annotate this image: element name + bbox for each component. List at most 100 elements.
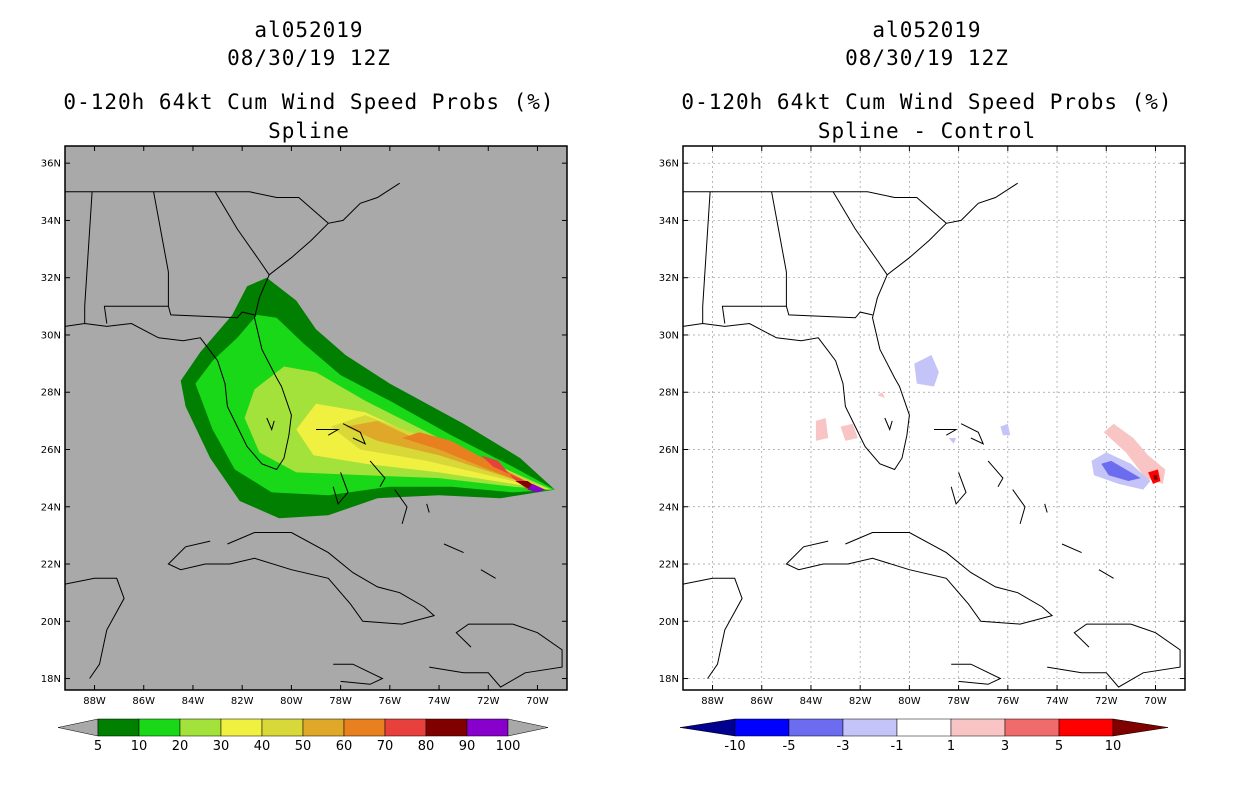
colorbar-swatch <box>302 718 345 737</box>
state-boundary <box>84 191 93 324</box>
lon-label-70W: 70W <box>1144 696 1167 707</box>
difference-map: 36N 34N 32N 30N 28N 26N 24N 22N 20N 18N 88W 86W 84W 8… <box>659 145 1186 754</box>
storm-id-title: al052019 <box>254 18 364 42</box>
coastline <box>167 532 436 625</box>
coastline <box>342 423 367 445</box>
right-map-panel: al052019 08/30/19 12Z 0-120h 64kt Cum Wi… <box>618 0 1236 800</box>
coastline <box>934 429 958 436</box>
panel-subtitle: Spline - Control <box>817 119 1037 143</box>
map-background <box>683 146 1185 690</box>
lat-label-36N: 36N <box>659 159 679 170</box>
coastline <box>65 182 400 471</box>
coastline <box>394 489 408 525</box>
lon-label-78W: 78W <box>947 696 970 707</box>
lat-label-26N: 26N <box>41 445 61 456</box>
colorbar-swatch <box>734 718 790 737</box>
probability-contour-60 <box>402 432 543 490</box>
state-boundary <box>214 191 270 276</box>
coastline <box>443 543 464 554</box>
colorbar-swatch <box>384 718 427 737</box>
colorbar-swatch <box>896 718 952 737</box>
lon-label-78W: 78W <box>329 696 352 707</box>
colorbar-label: 3 <box>1001 739 1009 754</box>
lat-label-22N: 22N <box>41 560 61 571</box>
lon-label-82W: 82W <box>849 696 872 707</box>
difference-blob-positive <box>1153 475 1158 480</box>
lat-label-22N: 22N <box>659 560 679 571</box>
lat-label-30N: 30N <box>41 330 61 341</box>
state-boundary <box>65 191 329 224</box>
lon-label-76W: 76W <box>379 696 402 707</box>
coastline <box>683 182 1018 471</box>
state-boundary <box>683 191 947 224</box>
coastline <box>1012 489 1026 525</box>
colorbar-label: 20 <box>172 739 189 754</box>
storm-id-title: al052019 <box>872 18 982 42</box>
coastline <box>1047 623 1181 688</box>
difference-blob-positive <box>877 392 885 398</box>
coastline <box>333 663 384 685</box>
colorbar-label: -3 <box>837 739 850 754</box>
lon-label-72W: 72W <box>1095 696 1118 707</box>
colorbar-swatch <box>842 718 898 737</box>
lon-label-80W: 80W <box>280 696 303 707</box>
lon-label-84W: 84W <box>800 696 823 707</box>
lon-label-74W: 74W <box>428 696 451 707</box>
colorbar-swatch <box>950 718 1006 737</box>
lat-label-34N: 34N <box>659 216 679 227</box>
colorbar-label: 90 <box>459 739 476 754</box>
coastline <box>960 423 985 445</box>
difference-blob-positive <box>840 423 858 441</box>
lon-label-74W: 74W <box>1046 696 1069 707</box>
map-frame <box>682 145 1186 691</box>
coastline <box>884 417 893 431</box>
difference-blob-negative <box>914 355 939 387</box>
panel-subtitle: Spline <box>268 119 350 143</box>
coastline <box>785 532 1054 625</box>
coastline <box>1061 543 1082 554</box>
colorbar-label: 40 <box>254 739 271 754</box>
state-boundary <box>832 191 888 276</box>
datetime-title: 08/30/19 12Z <box>227 46 391 70</box>
lat-label-18N: 18N <box>659 674 679 685</box>
coastline <box>369 460 386 487</box>
colorbar-label: 60 <box>336 739 353 754</box>
lon-label-82W: 82W <box>231 696 254 707</box>
colorbar-swatch <box>220 718 263 737</box>
datetime-title: 08/30/19 12Z <box>845 46 1009 70</box>
coastline <box>316 429 340 436</box>
lon-label-70W: 70W <box>526 696 549 707</box>
difference-blob-negative <box>1000 423 1011 436</box>
coastline <box>1044 503 1048 513</box>
lon-label-88W: 88W <box>83 696 106 707</box>
lat-label-24N: 24N <box>41 502 61 513</box>
colorbar-swatch <box>466 718 509 737</box>
colorbar-label: 100 <box>496 739 521 754</box>
colorbar-swatch <box>425 718 468 737</box>
state-boundary <box>702 191 711 324</box>
state-boundary <box>167 306 255 319</box>
colorbar-swatch <box>138 718 181 737</box>
colorbar-high-arrow <box>1112 718 1169 737</box>
colorbar-label: 10 <box>1105 739 1122 754</box>
left-map-panel: al052019 08/30/19 12Z 0-120h 64kt Cum Wi… <box>41 18 568 754</box>
coastline <box>426 503 430 513</box>
probability-contour-90 <box>527 483 545 493</box>
lat-label-26N: 26N <box>659 445 679 456</box>
lat-label-34N: 34N <box>41 216 61 227</box>
state-boundary <box>785 306 873 319</box>
lat-label-18N: 18N <box>41 674 61 685</box>
coastline <box>266 417 275 431</box>
coastline <box>65 577 125 679</box>
lon-label-72W: 72W <box>477 696 500 707</box>
lat-label-36N: 36N <box>41 159 61 170</box>
colorbar-swatch <box>97 718 140 737</box>
coastline <box>951 663 1002 685</box>
colorbar-label: -10 <box>724 739 745 754</box>
product-title: 0-120h 64kt Cum Wind Speed Probs (%) <box>681 90 1173 114</box>
colorbar-label: 10 <box>131 739 148 754</box>
probability-map: 36N 34N 32N 30N 28N 26N 24N 22N 20N 18N 88W 86W 84W 8… <box>41 145 568 754</box>
colorbar-label: 5 <box>94 739 102 754</box>
colorbar-high-arrow <box>507 718 549 737</box>
lon-label-76W: 76W <box>997 696 1020 707</box>
